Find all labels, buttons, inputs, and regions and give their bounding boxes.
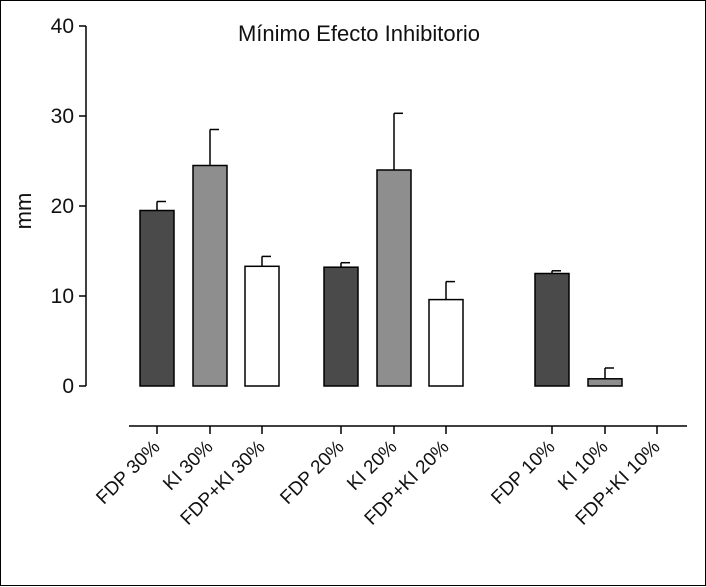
bar [428, 298, 464, 387]
chart-title: Mínimo Efecto Inhibitorio [238, 21, 480, 46]
bar [376, 169, 412, 387]
error-bars [156, 112, 614, 379]
bars [139, 164, 623, 387]
y-tick-label: 40 [51, 15, 74, 38]
bar [323, 266, 359, 387]
category-labels: FDP 30%KI 30%FDP+KI 30% FDP 20%KI 20%FDP+… [92, 437, 664, 530]
y-tick-label: 10 [51, 285, 74, 308]
y-axis-label: mm [11, 193, 36, 230]
bar [139, 209, 175, 387]
y-tick-label: 0 [62, 375, 74, 398]
y-tick-label: 20 [51, 195, 74, 218]
category-label: FDP 20% [276, 437, 348, 509]
x-axis [129, 425, 687, 434]
bar [192, 164, 228, 387]
y-axis: 0 10 20 30 40 [51, 15, 87, 398]
y-tick-label: 30 [51, 105, 74, 128]
category-label: FDP 10% [487, 437, 559, 509]
bar [534, 272, 570, 387]
category-label: FDP 30% [92, 437, 164, 509]
bar [244, 265, 280, 387]
bar [587, 378, 623, 387]
